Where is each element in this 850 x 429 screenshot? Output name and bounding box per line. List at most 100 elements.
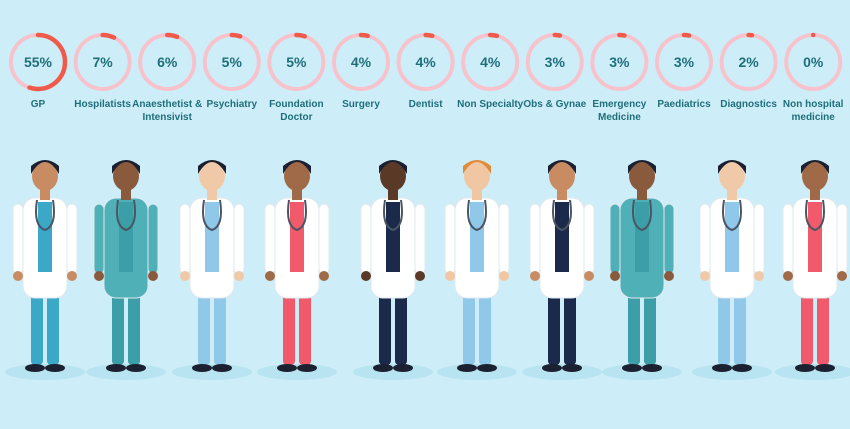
figure-hand: [584, 271, 594, 281]
figure-arm: [179, 203, 191, 275]
figure-neck: [292, 186, 302, 200]
figure-shirt: [290, 202, 304, 272]
figure-hand: [754, 271, 764, 281]
ring-value: 5%: [286, 54, 307, 70]
figure-head: [284, 161, 310, 191]
ring-label: Foundation Doctor: [269, 99, 324, 123]
figure-hair: [198, 160, 226, 174]
figure-arm: [264, 203, 276, 275]
figure-head: [464, 161, 490, 191]
rings-svg: [8, 32, 843, 92]
ring-arc: [331, 32, 391, 92]
figure-hand: [783, 271, 793, 281]
figure-hand: [148, 271, 158, 281]
figure-neck: [40, 186, 50, 200]
figure-shirt: [205, 202, 219, 272]
floor-shadow: [86, 364, 166, 380]
ring-arc: [719, 32, 778, 92]
figure-shoe: [393, 364, 413, 372]
figure-head: [380, 161, 406, 191]
figure-head: [549, 161, 575, 191]
figure-hand: [67, 271, 77, 281]
ring-value: 5%: [221, 54, 242, 70]
figure-hand: [610, 271, 620, 281]
figure-hair: [379, 160, 407, 174]
stethoscope-icon: [722, 199, 742, 232]
stethoscope-icon: [35, 199, 55, 232]
figure-hair: [112, 160, 140, 174]
figure-arm: [609, 203, 621, 275]
figure-shirt: [470, 202, 484, 272]
figure-arm: [529, 203, 541, 275]
figure-shoe: [732, 364, 752, 372]
figure-neck: [388, 186, 398, 200]
ring-arc: [73, 32, 132, 92]
stethoscope-icon: [632, 199, 652, 232]
figure-hand: [180, 271, 190, 281]
figure-arm: [66, 203, 78, 275]
floor-shadow: [437, 364, 517, 380]
figure-hair: [718, 160, 746, 174]
figure-shirt: [635, 202, 649, 272]
ring-value: 0%: [803, 54, 824, 70]
ring-label: Dentist: [408, 99, 443, 110]
figure-head: [113, 161, 139, 191]
ring-value: 3%: [609, 54, 630, 70]
ring-label: Non hospital medicine: [782, 99, 844, 123]
ring-label: Hospilatists: [74, 99, 131, 110]
figure-shoe: [126, 364, 146, 372]
ring-value: 4%: [415, 54, 436, 70]
ring-arc: [8, 32, 68, 92]
stethoscope-icon: [467, 199, 487, 232]
figure-head: [719, 161, 745, 191]
figure-shoe: [622, 364, 642, 372]
figure-hair: [628, 160, 656, 174]
figure-hair: [31, 160, 59, 174]
ring-label: GP: [30, 99, 46, 110]
figure-arm: [147, 203, 159, 275]
figure-hair: [548, 160, 576, 174]
figure-arm: [498, 203, 510, 275]
stethoscope-icon: [805, 199, 825, 232]
ring-label: Non Specialty: [457, 99, 524, 110]
ring-value: 3%: [544, 54, 565, 70]
figure-shoe: [562, 364, 582, 372]
figure-shoe: [477, 364, 497, 372]
figure-shoe: [45, 364, 65, 372]
figure-shoe: [712, 364, 732, 372]
ring-label: Paediatrics: [657, 99, 711, 110]
figure-hand: [530, 271, 540, 281]
ring-value: 7%: [92, 54, 113, 70]
figure-hand: [13, 271, 23, 281]
floor-shadow: [692, 364, 772, 380]
ring-arc: [267, 32, 326, 92]
ring-label: Anaesthetist & Intensivist: [132, 99, 203, 123]
ring-label: Surgery: [342, 99, 380, 110]
stethoscope-icon: [552, 199, 572, 232]
figure-hand: [265, 271, 275, 281]
ring-arc: [396, 32, 455, 92]
figure-head: [32, 161, 58, 191]
floor-shadow: [5, 364, 85, 380]
specialty-rings: 55% GP 7% Hospilatists 6% Anaesthetist & Inte…: [0, 0, 850, 130]
figure-shoe: [642, 364, 662, 372]
figure-hand: [445, 271, 455, 281]
figure-neck: [810, 186, 820, 200]
ring-value: 6%: [157, 54, 178, 70]
figure-shoe: [212, 364, 232, 372]
figure-shoe: [815, 364, 835, 372]
ring-label: Psychiatry: [206, 99, 258, 110]
figure-arm: [444, 203, 456, 275]
doctors-illustration: [5, 160, 850, 380]
stethoscope-icon: [116, 199, 136, 232]
figure-arm: [414, 203, 426, 275]
figure-neck: [121, 186, 131, 200]
floor-shadow: [257, 364, 337, 380]
ring-arc: [525, 32, 585, 92]
ring-arc: [590, 32, 649, 92]
figure-neck: [472, 186, 482, 200]
ring-value: 4%: [350, 54, 372, 70]
figure-shoe: [25, 364, 45, 372]
figure-shoe: [457, 364, 477, 372]
stethoscope-icon: [383, 199, 403, 232]
